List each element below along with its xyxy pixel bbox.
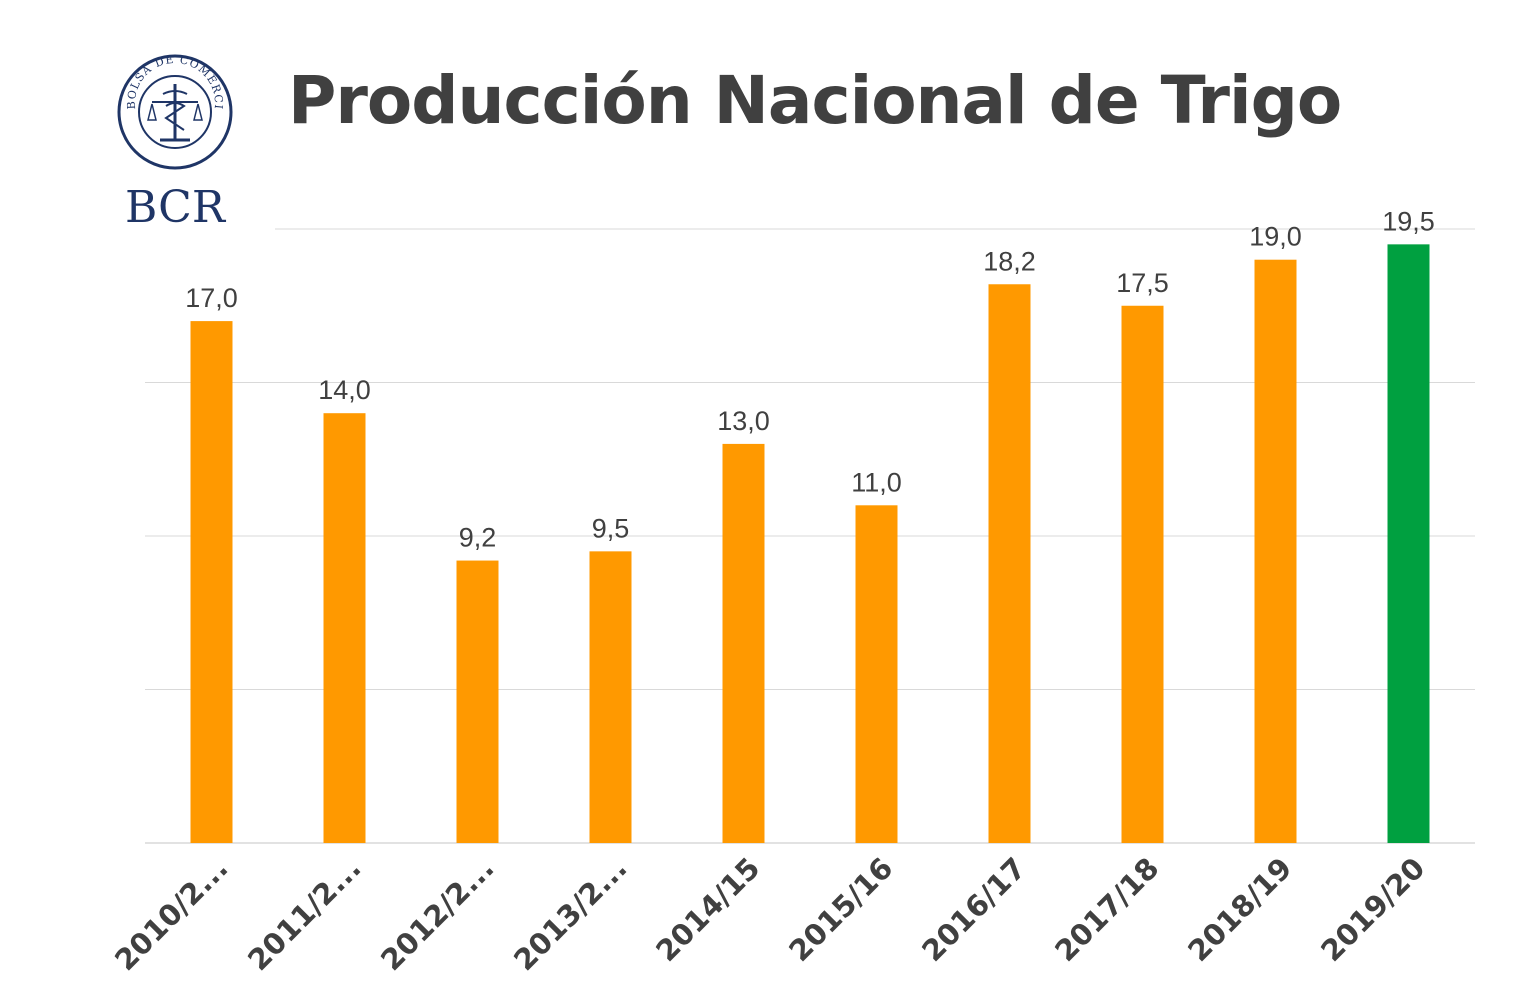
x-tick-label-9: 2019/20 [1314, 851, 1431, 968]
x-tick-label-0: 2010/2... [108, 851, 234, 977]
bar-8 [1254, 259, 1297, 843]
data-label-0: 17,0 [185, 283, 238, 313]
bar-7 [1121, 305, 1164, 843]
bar-2 [456, 560, 499, 843]
chart-title: Producción Nacional de Trigo [288, 62, 1342, 139]
data-label-2: 9,2 [459, 523, 497, 553]
bars [190, 244, 1430, 844]
data-label-8: 19,0 [1249, 222, 1302, 252]
bar-4 [722, 443, 765, 843]
x-axis-labels: 2010/2... 2011/2... 2012/2... 2013/2... 2014… [108, 851, 1431, 977]
data-label-1: 14,0 [318, 375, 371, 405]
x-tick-label-2: 2012/2... [374, 851, 500, 977]
x-tick-label-6: 2016/17 [915, 851, 1032, 968]
data-label-3: 9,5 [592, 513, 630, 543]
bar-9 [1387, 244, 1430, 844]
x-tick-label-8: 2018/19 [1181, 851, 1298, 968]
bar-6 [988, 284, 1031, 843]
data-label-6: 18,2 [983, 246, 1036, 276]
logo-text: BCR [125, 182, 227, 230]
data-label-7: 17,5 [1116, 268, 1169, 298]
bar-5 [855, 505, 898, 843]
data-label-4: 13,0 [717, 406, 770, 436]
bar-3 [589, 551, 632, 843]
x-tick-label-1: 2011/2... [241, 851, 367, 977]
x-tick-label-3: 2013/2... [507, 851, 633, 977]
bar-1 [323, 413, 366, 843]
data-label-5: 11,0 [851, 467, 902, 497]
data-labels: 17,0 14,0 9,2 9,5 13,0 11,0 18,2 17,5 19,0 19,5 [185, 206, 1435, 552]
gridlines [145, 228, 1475, 844]
data-label-9: 19,5 [1382, 206, 1435, 236]
x-tick-label-4: 2014/15 [649, 851, 766, 968]
bcr-logo: BOLSA DE COMERCIO DE ROSARIO BCR [103, 40, 243, 233]
x-tick-label-5: 2015/16 [782, 851, 899, 968]
x-tick-label-7: 2017/18 [1048, 851, 1165, 968]
bar-0 [190, 321, 233, 844]
